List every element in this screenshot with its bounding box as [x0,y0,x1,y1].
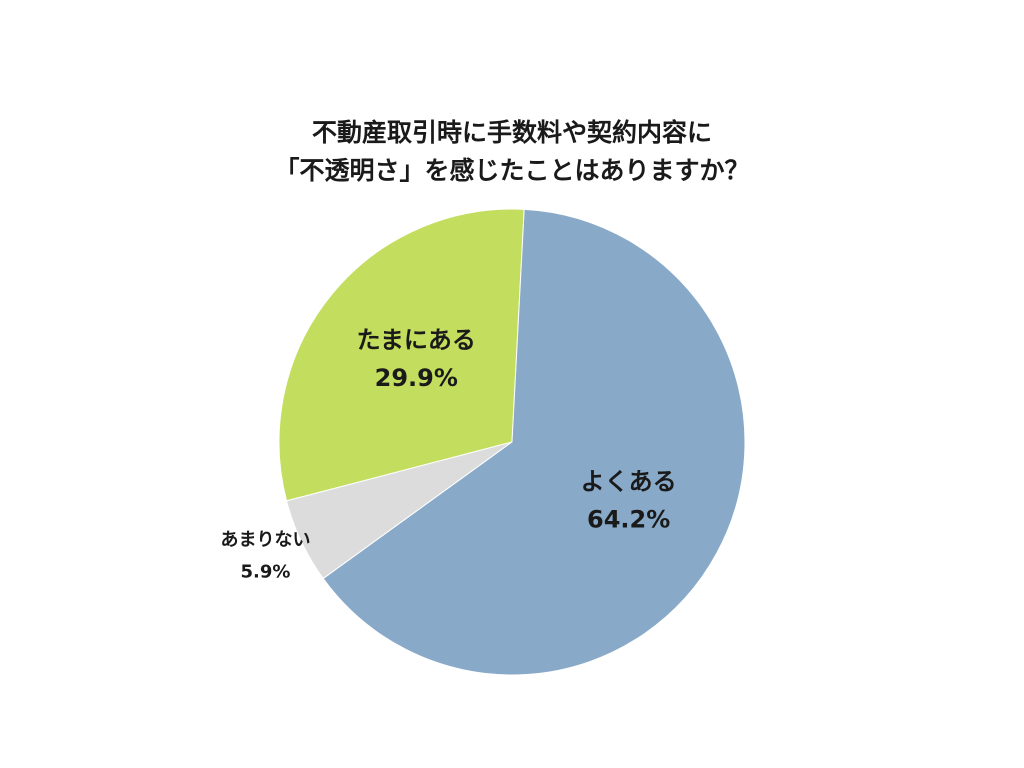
chart-title-line-2: 「不透明さ」を感じたことはありますか？ [274,156,750,185]
slice-label: たまにある [357,326,476,354]
pie-slices [278,208,746,676]
pie-slice [278,208,525,502]
pie-labels: たまにある 29.9% あまりない 5.9% よくある 64.2% [220,326,676,582]
slice-value-label: 5.9% [240,561,290,582]
slice-value-label: 29.9% [375,364,458,392]
slice-label: よくある [581,467,677,495]
slice-label: あまりない [220,529,310,550]
chart-title: 不動産取引時に手数料や契約内容に 「不透明さ」を感じたことはありますか？ [0,114,1024,190]
pie-slice [322,208,746,676]
slice-value-label: 64.2% [587,505,670,533]
chart-title-line-1: 不動産取引時に手数料や契約内容に [311,118,712,147]
